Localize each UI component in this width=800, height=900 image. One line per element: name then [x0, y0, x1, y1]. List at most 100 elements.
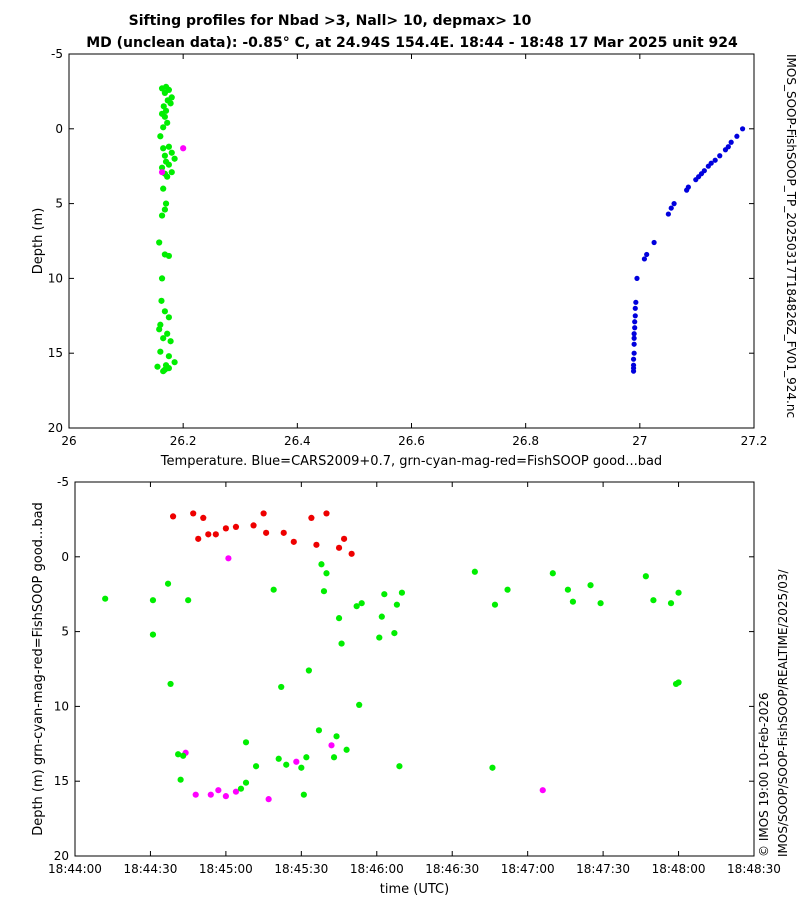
- bottom-red-point: [169, 513, 177, 520]
- bottom-green-point: [398, 589, 406, 596]
- bottom-red-point: [232, 523, 240, 530]
- bottom-red-point: [290, 538, 297, 545]
- bottom-green-point: [275, 755, 282, 762]
- top-blue-point: [739, 126, 746, 132]
- top-green-point: [165, 143, 172, 150]
- top-blue-point: [722, 147, 729, 153]
- top-data-points: [154, 83, 746, 375]
- top-x-tick-label: 27: [632, 434, 647, 448]
- top-green-point: [160, 124, 167, 131]
- top-blue-point: [631, 341, 637, 347]
- bottom-magenta-point: [539, 787, 546, 794]
- chart-title-line2: MD (unclean data): -0.85° C, at 24.94S 1…: [86, 35, 738, 51]
- top-blue-point: [651, 239, 657, 246]
- bottom-green-point: [283, 761, 290, 768]
- top-blue-point: [633, 299, 639, 305]
- top-y-tick-label: 5: [55, 197, 63, 211]
- bottom-green-point: [320, 588, 328, 595]
- bottom-red-point: [200, 514, 207, 522]
- bottom-green-point: [175, 751, 182, 758]
- top-blue-point: [693, 177, 699, 183]
- bottom-magenta-point: [207, 791, 214, 798]
- bottom-y-axis-label: Depth (m) grn-cyan-mag-red=FishSOOP good…: [31, 502, 46, 836]
- bottom-red-point: [212, 531, 219, 538]
- bottom-green-point: [303, 754, 310, 761]
- top-green-point: [171, 359, 178, 366]
- bottom-magenta-point: [232, 788, 240, 795]
- source-path-label: IMOS/SOOP/SOOP-FishSOOP/REALTIME/2025/03…: [776, 569, 790, 857]
- bottom-x-tick-label: 18:44:30: [123, 862, 177, 876]
- top-green-point: [160, 335, 167, 342]
- bottom-green-point: [252, 763, 260, 770]
- bottom-x-axis-label: time (UTC): [380, 882, 449, 897]
- bottom-magenta-point: [265, 796, 272, 803]
- top-green-point: [165, 161, 172, 168]
- bottom-green-point: [667, 600, 675, 607]
- top-green-point: [167, 100, 174, 107]
- bottom-green-point: [489, 764, 496, 771]
- top-blue-point: [734, 133, 740, 139]
- bottom-green-point: [675, 589, 682, 596]
- bottom-green-point: [549, 570, 556, 577]
- top-blue-point: [630, 368, 637, 374]
- top-blue-point: [671, 201, 677, 207]
- bottom-green-point: [278, 683, 285, 691]
- bottom-green-point: [335, 615, 343, 622]
- bottom-magenta-point: [192, 791, 199, 798]
- filename-label: IMOS_SOOP-FishSOOP_TP_20250317T184826Z_F…: [784, 54, 798, 418]
- top-green-point: [158, 275, 166, 282]
- bottom-x-tick-label: 18:47:30: [576, 862, 630, 876]
- bottom-y-tick-label: 20: [54, 849, 69, 863]
- top-green-point: [157, 348, 164, 355]
- bottom-green-point: [102, 595, 109, 602]
- top-green-point: [161, 152, 168, 159]
- top-blue-point: [632, 305, 638, 311]
- bottom-red-point: [335, 544, 343, 551]
- top-green-point: [168, 149, 175, 156]
- temperature-depth-panel: 26 26.2 26.4 26.6 26.8 27 27.2 -5 0 5 10 15 20 Temper…: [31, 47, 767, 469]
- top-blue-point: [728, 139, 734, 145]
- top-green-point: [157, 133, 164, 140]
- bottom-green-point: [333, 733, 340, 740]
- top-green-point: [161, 113, 168, 120]
- bottom-green-point: [318, 561, 325, 568]
- top-green-point: [165, 252, 172, 260]
- bottom-green-point: [270, 586, 277, 593]
- chart-title-line1: Sifting profiles for Nbad >3, Nall> 10, …: [129, 13, 532, 29]
- top-x-tick-label: 26.8: [512, 434, 539, 448]
- bottom-green-point: [396, 763, 403, 770]
- top-blue-point: [665, 211, 671, 217]
- top-x-tick-label: 26.6: [398, 434, 425, 448]
- top-green-point: [160, 368, 167, 375]
- bottom-x-tick-label: 18:48:00: [652, 862, 706, 876]
- top-blue-point: [632, 313, 638, 319]
- top-blue-point: [632, 319, 638, 325]
- top-blue-point: [712, 157, 718, 163]
- bottom-green-point: [323, 570, 330, 577]
- copyright-label: © IMOS 19:00 10-Feb-2026: [757, 692, 771, 857]
- bottom-green-point: [315, 727, 323, 734]
- top-green-point: [158, 164, 166, 171]
- bottom-y-tick-label: 0: [61, 550, 69, 564]
- top-green-point: [156, 239, 163, 246]
- bottom-green-point: [393, 601, 400, 608]
- bottom-green-point: [491, 601, 499, 608]
- top-blue-point: [668, 205, 674, 211]
- bottom-green-point: [242, 739, 250, 746]
- bottom-green-point: [391, 629, 398, 637]
- bottom-green-point: [378, 613, 385, 620]
- bottom-green-point: [167, 680, 174, 688]
- bottom-green-point: [330, 754, 338, 761]
- top-blue-point: [630, 356, 637, 362]
- bottom-green-point: [376, 634, 383, 641]
- bottom-green-point: [353, 603, 360, 610]
- bottom-red-point: [280, 529, 287, 536]
- bottom-x-tick-label: 18:46:30: [425, 862, 479, 876]
- top-green-point: [165, 353, 172, 360]
- top-green-point: [167, 338, 174, 345]
- top-x-tick-label: 26.4: [284, 434, 311, 448]
- top-green-point: [160, 185, 167, 192]
- top-blue-point: [632, 325, 638, 331]
- top-x-axis-label: Temperature. Blue=CARS2009+0.7, grn-cyan…: [160, 454, 662, 469]
- top-green-point: [158, 297, 165, 304]
